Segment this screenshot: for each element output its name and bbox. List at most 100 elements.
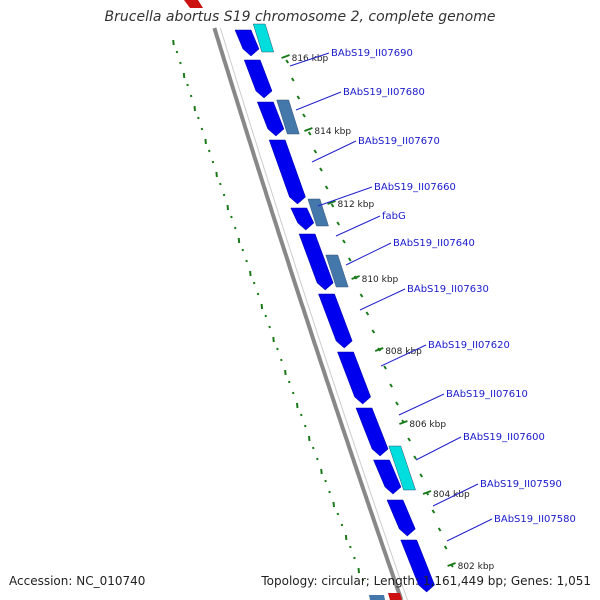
accession-text: Accession: NC_010740 (9, 574, 146, 588)
kbp-tick-label: 802 kbp (458, 562, 495, 572)
gene-arrow[interactable] (268, 139, 306, 205)
gc-content-mark (268, 325, 271, 329)
gc-content-mark (276, 347, 279, 351)
feature-track (184, 0, 435, 600)
gc-content-mark (272, 336, 275, 343)
gene-arrow[interactable] (386, 499, 416, 537)
gc-content-mark (245, 259, 248, 263)
gene-label-leader (398, 393, 445, 416)
gc-skew-mark (307, 131, 312, 136)
gc-skew-mark (290, 77, 295, 82)
gc-skew-mark (319, 167, 323, 172)
kbp-tick-label: 814 kbp (314, 127, 351, 137)
gc-skew-mark (395, 401, 399, 406)
gene-label[interactable]: BAbS19_II07580 (494, 514, 576, 525)
gc-content-mark (193, 105, 196, 112)
rna-feature-top (184, 0, 203, 8)
gc-content-mark (252, 281, 256, 285)
gc-content-mark (226, 204, 229, 211)
gc-content-mark (172, 39, 175, 46)
gc-content-mark (208, 149, 211, 153)
gene-label[interactable]: BAbS19_II07660 (374, 182, 456, 193)
gene-arrow[interactable] (337, 351, 371, 405)
cds-feature[interactable] (325, 254, 349, 288)
gc-skew-mark (407, 437, 411, 442)
gc-content-mark (304, 424, 307, 428)
gene-arrow[interactable] (298, 233, 334, 291)
gene-arrow[interactable] (256, 101, 285, 137)
gene-label-leader (335, 215, 381, 237)
gc-content-mark (344, 534, 348, 541)
gene-label[interactable]: BAbS19_II07610 (446, 389, 528, 400)
rna-feature[interactable] (388, 445, 416, 491)
gc-content-mark (349, 545, 352, 549)
gene-label[interactable]: BAbS19_II07690 (331, 48, 413, 59)
gc-content-mark (200, 127, 204, 131)
gc-content-mark (288, 380, 291, 384)
gc-content-mark (197, 116, 200, 120)
gene-label-leader (295, 91, 342, 111)
gc-content-mark (234, 226, 237, 230)
gc-content-mark (340, 523, 344, 527)
gene-label[interactable]: BAbS19_II07590 (480, 479, 562, 490)
gene-arrow[interactable] (373, 459, 402, 495)
gc-content-mark (241, 248, 244, 252)
gc-skew-mark (365, 311, 370, 316)
gc-content-mark (189, 94, 193, 98)
gc-content-mark (336, 512, 340, 516)
gene-label[interactable]: BAbS19_II07600 (463, 432, 545, 443)
gene-label[interactable]: BAbS19_II07670 (358, 136, 440, 147)
kbp-tick-label: 812 kbp (338, 200, 375, 210)
gc-skew-mark (413, 455, 417, 460)
genome-summary-text: Topology: circular; Length: 1,161,449 bp… (261, 574, 591, 588)
gc-skew-mark (313, 149, 318, 154)
gc-content-mark (182, 72, 186, 79)
backbone-line (212, 27, 404, 600)
map-title: Brucella abortus S19 chromosome 2, compl… (104, 9, 496, 25)
gc-skew-mark (443, 545, 448, 550)
gene-arrow[interactable] (400, 539, 435, 593)
gc-content-mark (260, 303, 264, 310)
kbp-tick-label: 808 kbp (385, 347, 422, 357)
gc-content-mark (292, 391, 295, 395)
gc-content-mark (264, 314, 267, 318)
gene-label-track: BAbS19_II07690 BAbS19_II07680 BAbS19_II076… (289, 48, 576, 542)
gene-label-leader (289, 52, 330, 67)
gc-content-mark (284, 369, 287, 376)
kbp-tick (351, 275, 360, 280)
gc-content-mark (222, 193, 226, 197)
gc-content-mark (280, 358, 283, 362)
gc-content-mark (361, 578, 365, 582)
gene-label[interactable]: fabG (382, 211, 406, 222)
gc-skew-mark (371, 329, 376, 334)
gene-arrow[interactable] (290, 207, 315, 231)
gene-arrow[interactable] (243, 59, 273, 99)
gene-arrow[interactable] (318, 293, 353, 349)
gene-label[interactable]: BAbS19_II07640 (393, 238, 475, 249)
kbp-tick (304, 127, 313, 132)
rna-feature[interactable] (252, 23, 275, 53)
gc-content-mark (328, 490, 331, 494)
gc-content-mark (296, 402, 299, 409)
gc-content-mark (219, 182, 222, 186)
gene-label[interactable]: BAbS19_II07620 (428, 340, 510, 351)
gene-arrow[interactable] (355, 407, 389, 457)
backbone-shadow (219, 27, 408, 600)
gc-content-mark (211, 160, 215, 164)
gc-content-mark (175, 50, 179, 54)
gc-content-mark (316, 457, 319, 461)
gene-label-leader (311, 140, 357, 163)
gc-skew-mark (324, 185, 329, 190)
kbp-tick (447, 562, 456, 567)
gene-label[interactable]: BAbS19_II07630 (407, 284, 489, 295)
cds-feature[interactable] (276, 99, 300, 135)
gc-content-mark (312, 446, 315, 450)
gc-skew-mark (302, 113, 306, 118)
gc-content-mark (357, 567, 360, 574)
cds-feature[interactable] (307, 198, 329, 227)
gene-arrow[interactable] (234, 29, 260, 57)
gene-label[interactable]: BAbS19_II07680 (343, 87, 425, 98)
kbp-tick (422, 490, 432, 495)
